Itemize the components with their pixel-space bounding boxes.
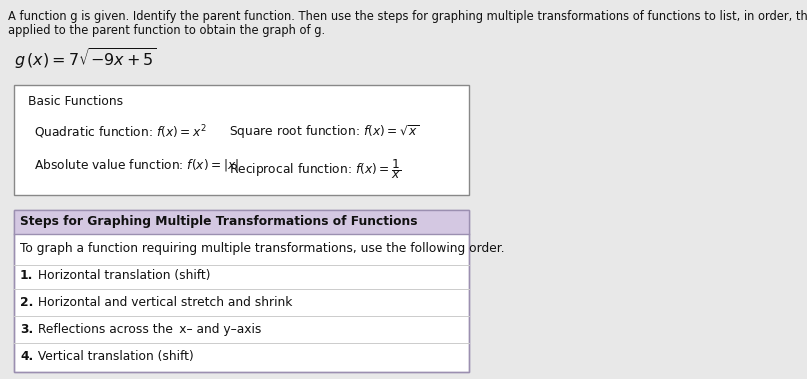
FancyBboxPatch shape [14,210,469,234]
Text: Reciprocal function: $f(x)=\dfrac{1}{x}$: Reciprocal function: $f(x)=\dfrac{1}{x}$ [229,157,401,181]
Text: Absolute value function: $f(x)=|x|$: Absolute value function: $f(x)=|x|$ [34,157,239,173]
FancyBboxPatch shape [14,85,469,195]
Text: Vertical translation (shift): Vertical translation (shift) [34,350,194,363]
Text: 1.: 1. [20,269,33,282]
Text: $g\,(x)=7\sqrt{-9x+5}$: $g\,(x)=7\sqrt{-9x+5}$ [14,46,157,71]
Text: Horizontal translation (shift): Horizontal translation (shift) [34,269,211,282]
Text: Steps for Graphing Multiple Transformations of Functions: Steps for Graphing Multiple Transformati… [20,215,417,228]
Text: A function g is given. Identify the parent function. Then use the steps for grap: A function g is given. Identify the pare… [8,10,807,23]
Text: applied to the parent function to obtain the graph of g.: applied to the parent function to obtain… [8,24,325,37]
Text: Square root function: $f(x)=\sqrt{x}$: Square root function: $f(x)=\sqrt{x}$ [229,123,420,141]
Text: Basic Functions: Basic Functions [28,95,123,108]
Text: Horizontal and vertical stretch and shrink: Horizontal and vertical stretch and shri… [34,296,292,309]
Text: 2.: 2. [20,296,33,309]
Text: 4.: 4. [20,350,33,363]
Text: To graph a function requiring multiple transformations, use the following order.: To graph a function requiring multiple t… [20,242,504,255]
Text: Reflections across the  x– and y–axis: Reflections across the x– and y–axis [34,323,261,336]
FancyBboxPatch shape [14,210,469,372]
Text: 3.: 3. [20,323,33,336]
Text: Quadratic function: $f(x)=x^2$: Quadratic function: $f(x)=x^2$ [34,123,207,141]
